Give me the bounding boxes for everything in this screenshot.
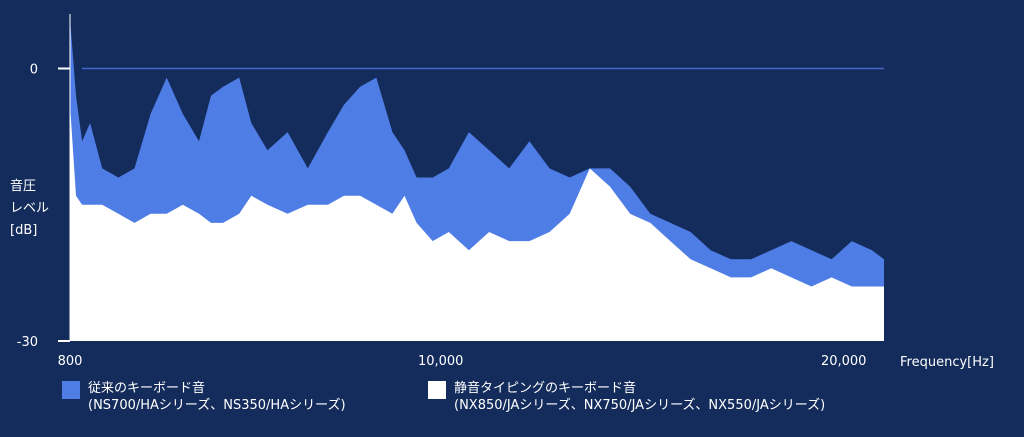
x-tick-label: 10,000 [418, 354, 464, 369]
series-area-silent [70, 104, 884, 341]
y-axis-label: 音圧 レベル [dB] [10, 176, 49, 242]
x-tick-label: 20,000 [821, 354, 867, 369]
legend-label: 静音タイピングのキーボード音 [454, 381, 637, 396]
legend-sublabel: (NS700/HAシリーズ、NS350/HAシリーズ) [88, 398, 346, 413]
legend-item-silent: 静音タイピングのキーボード音 (NX850/JAシリーズ、NX750/JAシリー… [428, 380, 825, 414]
x-tick-label: 800 [58, 354, 83, 369]
y-tick-label: -30 [17, 335, 38, 350]
legend-label: 従来のキーボード音 [88, 381, 206, 396]
y-axis-label-line: レベル [10, 201, 50, 216]
y-axis-label-line: [dB] [10, 223, 38, 238]
legend-swatch-conventional [62, 381, 80, 399]
x-axis-label: Frequency[Hz] [900, 355, 994, 370]
y-tick-label: 0 [30, 63, 38, 78]
y-axis-label-line: 音圧 [10, 179, 37, 194]
legend-sublabel: (NX850/JAシリーズ、NX750/JAシリーズ、NX550/JAシリーズ) [454, 398, 826, 413]
legend-item-conventional: 従来のキーボード音 (NS700/HAシリーズ、NS350/HAシリーズ) [62, 380, 346, 414]
legend-swatch-silent [428, 381, 446, 399]
